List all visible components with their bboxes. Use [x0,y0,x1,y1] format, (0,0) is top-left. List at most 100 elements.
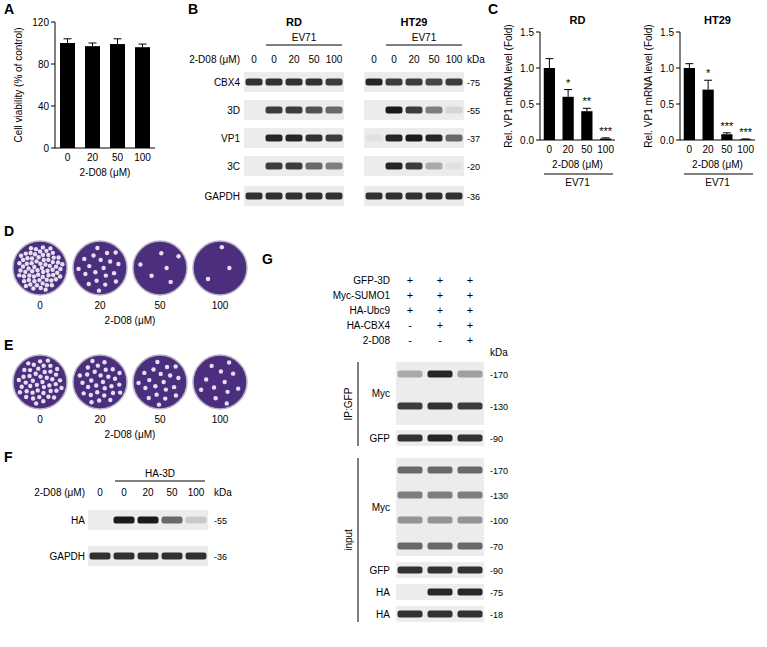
plaque [28,368,32,372]
y-tick [676,68,680,69]
plaque [50,283,54,287]
plaque [58,267,62,271]
plaque [147,396,151,400]
y-tick [536,104,540,105]
plaque [176,376,180,380]
plaque [112,271,116,275]
membrane [88,510,208,530]
band [458,611,483,618]
plaque [43,262,47,266]
y-tick [51,148,55,149]
plaque [86,365,90,369]
plate [193,241,247,295]
plaque [55,271,59,275]
plaque [54,264,58,268]
error-cap [89,43,97,44]
infection-label: EV71 [412,32,437,43]
kda-marker: -55 [467,106,480,116]
dose-label: 50 [154,414,166,425]
row-label: 3C [227,161,240,172]
treatment-label: 2-D08 (μM) [189,54,240,65]
band [398,371,423,378]
band [246,79,263,86]
band [138,553,159,560]
band [406,79,423,86]
x-tick-label: 50 [581,144,593,155]
plaque [37,278,41,282]
plaque [161,380,165,384]
plaque [47,383,51,387]
plaque [32,363,36,367]
panel-letter: C [488,1,498,17]
plaque [204,377,208,381]
plaque [111,391,115,395]
dose-label: 100 [212,414,229,425]
error-cap [723,132,731,133]
plaque [46,257,50,261]
error-cap [742,138,750,139]
plaque [30,269,34,273]
plaque [108,398,112,402]
error-line [689,64,690,68]
plaque [32,274,36,278]
band [428,435,453,442]
plaque [44,249,48,253]
panel-letter: G [262,251,273,267]
y-tick [536,68,540,69]
x-tick-label: 50 [721,144,733,155]
y-tick [536,140,540,141]
plaque [45,375,49,379]
plaque [42,258,46,262]
y-tick [51,64,55,65]
band [386,135,403,142]
plaque [220,245,224,249]
plaque [36,273,40,277]
bar [563,97,574,140]
band [428,611,453,618]
plaque [18,268,22,272]
plaque [102,360,106,364]
y-tick [676,140,680,141]
plaque [56,260,60,264]
error-bar [685,64,693,68]
plate [73,355,127,409]
plaque [41,364,45,368]
error-bar [742,138,750,139]
group-line [266,45,342,46]
plaque [38,249,42,253]
error-bar [564,90,572,97]
plaque [51,251,55,255]
band [138,517,159,524]
plaque [168,280,172,284]
bar [740,139,751,140]
dose-label: 0 [371,54,377,65]
band [306,135,323,142]
condition-sign: + [467,304,473,316]
plaque [173,364,177,368]
plaque [22,368,26,372]
plaque [91,253,95,257]
kda-marker: -70 [490,542,503,552]
plaque [97,288,101,292]
plaque [38,261,42,265]
panel-letter: F [4,449,13,465]
plaque [35,268,39,272]
condition-sign: + [467,274,473,286]
band [426,193,443,200]
membrane [364,100,464,120]
plaque [103,282,107,286]
membrane [364,156,464,176]
y-tick-label: 1.0 [660,63,674,74]
dose-label: 0 [271,54,277,65]
band [428,543,453,550]
plaque [83,272,87,276]
plaque [212,385,216,389]
x-tick-label: 100 [597,144,614,155]
plaque [21,264,25,268]
row-label: HA [376,609,390,620]
plaque [45,269,49,273]
band [426,107,443,114]
band [458,567,483,574]
plaque [143,386,147,390]
plaque [35,383,39,387]
